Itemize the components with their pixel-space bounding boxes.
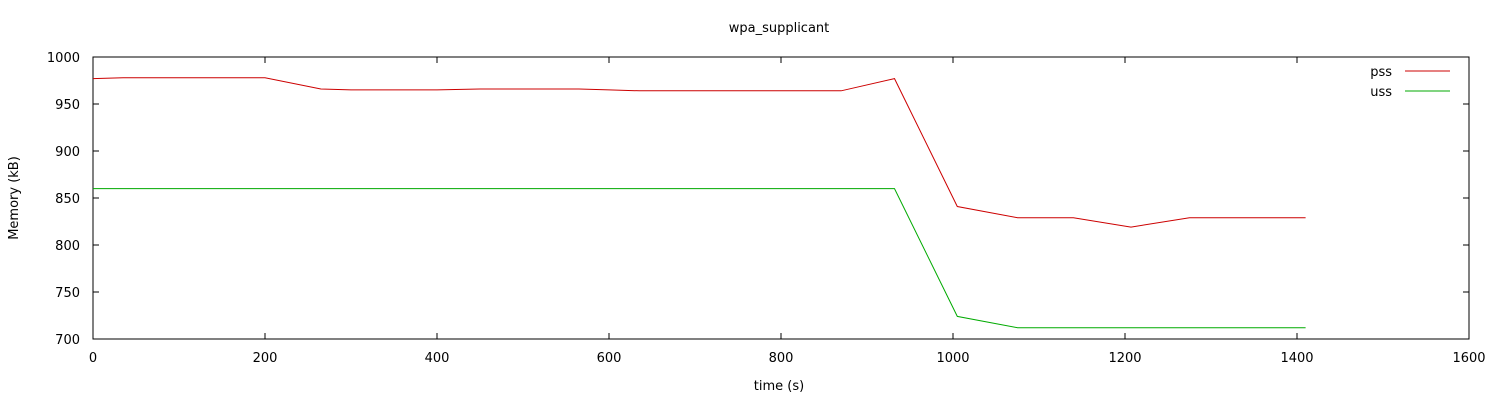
x-tick-label: 1600 [1452, 351, 1485, 366]
plot-frame [92, 56, 1470, 340]
y-tick-label: 1000 [47, 51, 80, 66]
y-tick-label: 800 [55, 239, 80, 254]
y-tick-label: 900 [55, 145, 80, 160]
ticks: 0 200 400 600 800 1000 1200 1400 1600 700 750 800 85… [47, 51, 1486, 366]
legend: pss uss [1370, 65, 1450, 100]
x-tick-label: 1200 [1108, 351, 1141, 366]
y-tick-label: 750 [55, 286, 80, 301]
x-tick-label: 600 [597, 351, 622, 366]
x-tick-label: 200 [253, 351, 278, 366]
x-tick-label: 1000 [936, 351, 969, 366]
chart-title: wpa_supplicant [729, 21, 830, 36]
y-axis-label: Memory (kB) [7, 156, 22, 240]
x-tick-label: 400 [425, 351, 450, 366]
x-tick-label: 1400 [1280, 351, 1313, 366]
y-tick-label: 850 [55, 192, 80, 207]
y-tick-label: 700 [55, 333, 80, 348]
series-line-uss [93, 188, 1306, 329]
x-axis-label: time (s) [754, 379, 804, 394]
y-tick-label: 950 [55, 98, 80, 113]
legend-label-uss: uss [1370, 85, 1392, 100]
series-line-pss [92, 77, 1306, 228]
series-lines [92, 77, 1306, 329]
x-tick-label: 0 [89, 351, 97, 366]
legend-label-pss: pss [1370, 65, 1392, 80]
x-tick-label: 800 [769, 351, 794, 366]
